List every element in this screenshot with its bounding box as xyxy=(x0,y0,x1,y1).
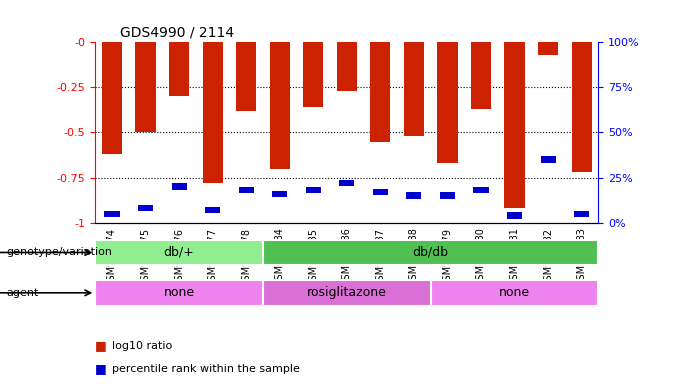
Text: db/db: db/db xyxy=(413,245,449,258)
Bar xyxy=(263,280,430,306)
Bar xyxy=(572,42,592,172)
Text: rosiglitazone: rosiglitazone xyxy=(307,286,387,299)
Bar xyxy=(95,240,263,265)
Bar xyxy=(263,240,598,265)
Bar xyxy=(574,210,589,217)
Bar xyxy=(507,212,522,218)
Bar xyxy=(203,42,222,183)
Bar xyxy=(407,192,422,199)
Bar xyxy=(541,156,556,163)
Text: ■: ■ xyxy=(95,362,107,375)
Bar xyxy=(337,42,357,91)
Bar xyxy=(473,187,488,194)
Bar xyxy=(138,205,153,212)
Bar xyxy=(373,189,388,195)
Bar xyxy=(404,42,424,136)
Text: genotype/variation: genotype/variation xyxy=(7,247,113,257)
Bar xyxy=(371,42,390,142)
Bar xyxy=(95,280,263,306)
Bar xyxy=(236,42,256,111)
Text: db/+: db/+ xyxy=(164,245,194,258)
Bar xyxy=(339,180,354,186)
Bar xyxy=(303,42,323,107)
Text: none: none xyxy=(163,286,194,299)
Bar xyxy=(538,42,558,55)
Bar xyxy=(135,42,156,132)
Bar xyxy=(272,191,287,197)
Text: GDS4990 / 2114: GDS4990 / 2114 xyxy=(120,26,235,40)
Text: agent: agent xyxy=(7,288,39,298)
Text: percentile rank within the sample: percentile rank within the sample xyxy=(112,364,300,374)
Bar xyxy=(105,210,120,217)
Bar xyxy=(471,42,491,109)
Bar xyxy=(171,184,186,190)
Text: ■: ■ xyxy=(95,339,107,352)
Text: none: none xyxy=(499,286,530,299)
Bar xyxy=(239,187,254,194)
Bar xyxy=(440,192,455,199)
Bar xyxy=(205,207,220,213)
Bar xyxy=(505,42,524,208)
Bar xyxy=(437,42,458,163)
Bar xyxy=(102,42,122,154)
Bar xyxy=(169,42,189,96)
Bar xyxy=(306,187,321,194)
Bar xyxy=(430,280,598,306)
Text: log10 ratio: log10 ratio xyxy=(112,341,173,351)
Bar xyxy=(270,42,290,169)
